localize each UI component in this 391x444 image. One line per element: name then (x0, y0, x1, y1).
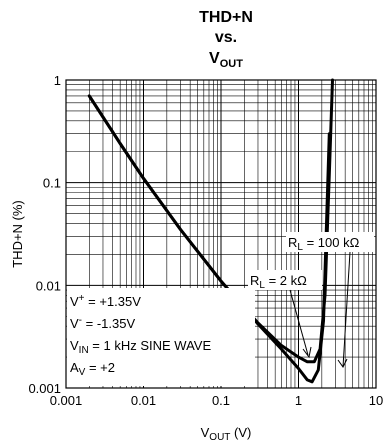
series-rl-100k-line (87, 78, 334, 364)
curves (87, 78, 334, 384)
plot-frame (65, 79, 377, 389)
x-tick-label: 0.01 (131, 393, 156, 408)
annotation-rl2: RL = 2 kΩ (250, 273, 307, 291)
annotation-rl100-bg (286, 232, 374, 252)
annotation-rl2-bg (248, 270, 322, 290)
condition-line: VIN = 1 kHz SINE WAVE (70, 338, 211, 356)
leader-rl100-arrow (337, 358, 348, 368)
x-axis-label-sub: OUT (209, 432, 230, 443)
condition-line: V+ = +1.35V (70, 293, 141, 309)
annotation-rl2-sub: L (259, 280, 265, 291)
annotation-rl100-r: R (288, 235, 297, 250)
chart-title-line1: THD+N (199, 9, 253, 26)
y-tick-label: 0.001 (28, 381, 61, 396)
annotation-rl100-sub: L (297, 242, 303, 253)
chart-title-line2: vs. (215, 29, 237, 46)
conditions-bg (67, 288, 255, 386)
annotation-rl100: RL = 100 kΩ (288, 235, 360, 253)
leader-rl2-arrow (302, 346, 312, 359)
conditions-block: V+ = +1.35V V- = -1.35V VIN = 1 kHz SINE W… (70, 293, 211, 378)
x-tick-label: 0.001 (50, 393, 83, 408)
x-axis-label: VOUT (V) (201, 425, 252, 443)
annotation-rl2-rest: = 2 kΩ (265, 273, 307, 288)
leader-rl100 (342, 251, 351, 368)
x-axis-label-v: V (201, 425, 210, 440)
x-tick-label: 1 (295, 393, 302, 408)
chart-title-sub: OUT (220, 58, 244, 70)
annotation-rl100-rest: = 100 kΩ (303, 235, 360, 250)
condition-line: AV = +2 (70, 360, 115, 378)
chart-title-v: V (209, 50, 220, 67)
y-axis-label: THD+N (%) (10, 200, 25, 268)
tick-labels: 0.001 0.01 0.1 1 10 0.001 0.01 0.1 1 (28, 73, 383, 408)
condition-line: V- = -1.35V (70, 315, 135, 331)
x-tick-label: 0.1 (212, 393, 230, 408)
leader-rl2 (289, 289, 309, 356)
y-tick-label: 0.1 (43, 176, 61, 191)
x-tick-label: 10 (369, 393, 383, 408)
y-tick-label: 0.01 (36, 278, 61, 293)
annotation-rl2-r: R (250, 273, 259, 288)
y-tick-label: 1 (54, 73, 61, 88)
x-axis-label-unit: (V) (230, 425, 251, 440)
chart-title-line3: VOUT (209, 50, 243, 70)
